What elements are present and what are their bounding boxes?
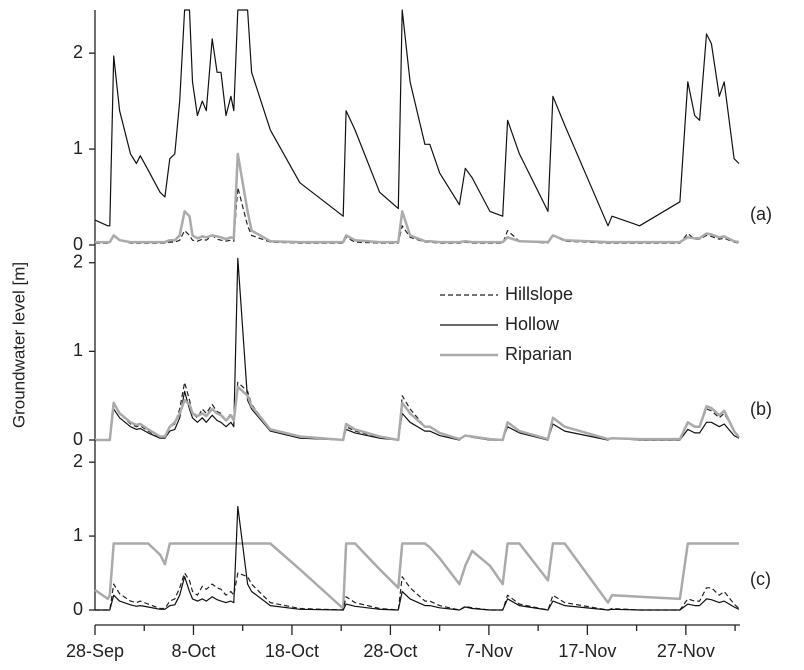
y-tick-label: 2 — [73, 251, 83, 271]
x-tick-label: 28-Oct — [363, 641, 417, 661]
legend-label: Hillslope — [505, 284, 573, 304]
panel-label: (a) — [750, 204, 772, 224]
x-tick-label: 18-Oct — [265, 641, 319, 661]
y-tick-label: 2 — [73, 451, 83, 471]
x-tick-label: 8-Oct — [171, 641, 215, 661]
x-tick-label: 28-Sep — [66, 641, 124, 661]
y-tick-label: 1 — [73, 525, 83, 545]
y-tick-label: 1 — [73, 340, 83, 360]
legend-label: Hollow — [505, 314, 560, 334]
series-line — [95, 152, 740, 244]
y-tick-label: 1 — [73, 138, 83, 158]
x-tick-label: 27-Nov — [657, 641, 715, 661]
y-tick-label: 0 — [73, 599, 83, 619]
series-line — [95, 572, 740, 611]
panel-label: (b) — [750, 399, 772, 419]
series-line — [95, 505, 740, 611]
series-line — [94, 9, 740, 227]
panel-label: (c) — [750, 569, 771, 589]
series-line — [94, 542, 739, 610]
y-tick-label: 0 — [73, 234, 83, 254]
y-axis-title: Groundwater level [m] — [9, 262, 28, 428]
y-tick-label: 2 — [73, 42, 83, 62]
legend-label: Riparian — [505, 344, 572, 364]
x-tick-label: 7-Nov — [465, 641, 513, 661]
x-tick-label: 17-Nov — [558, 641, 616, 661]
series-line — [95, 385, 740, 442]
y-tick-label: 0 — [73, 429, 83, 449]
